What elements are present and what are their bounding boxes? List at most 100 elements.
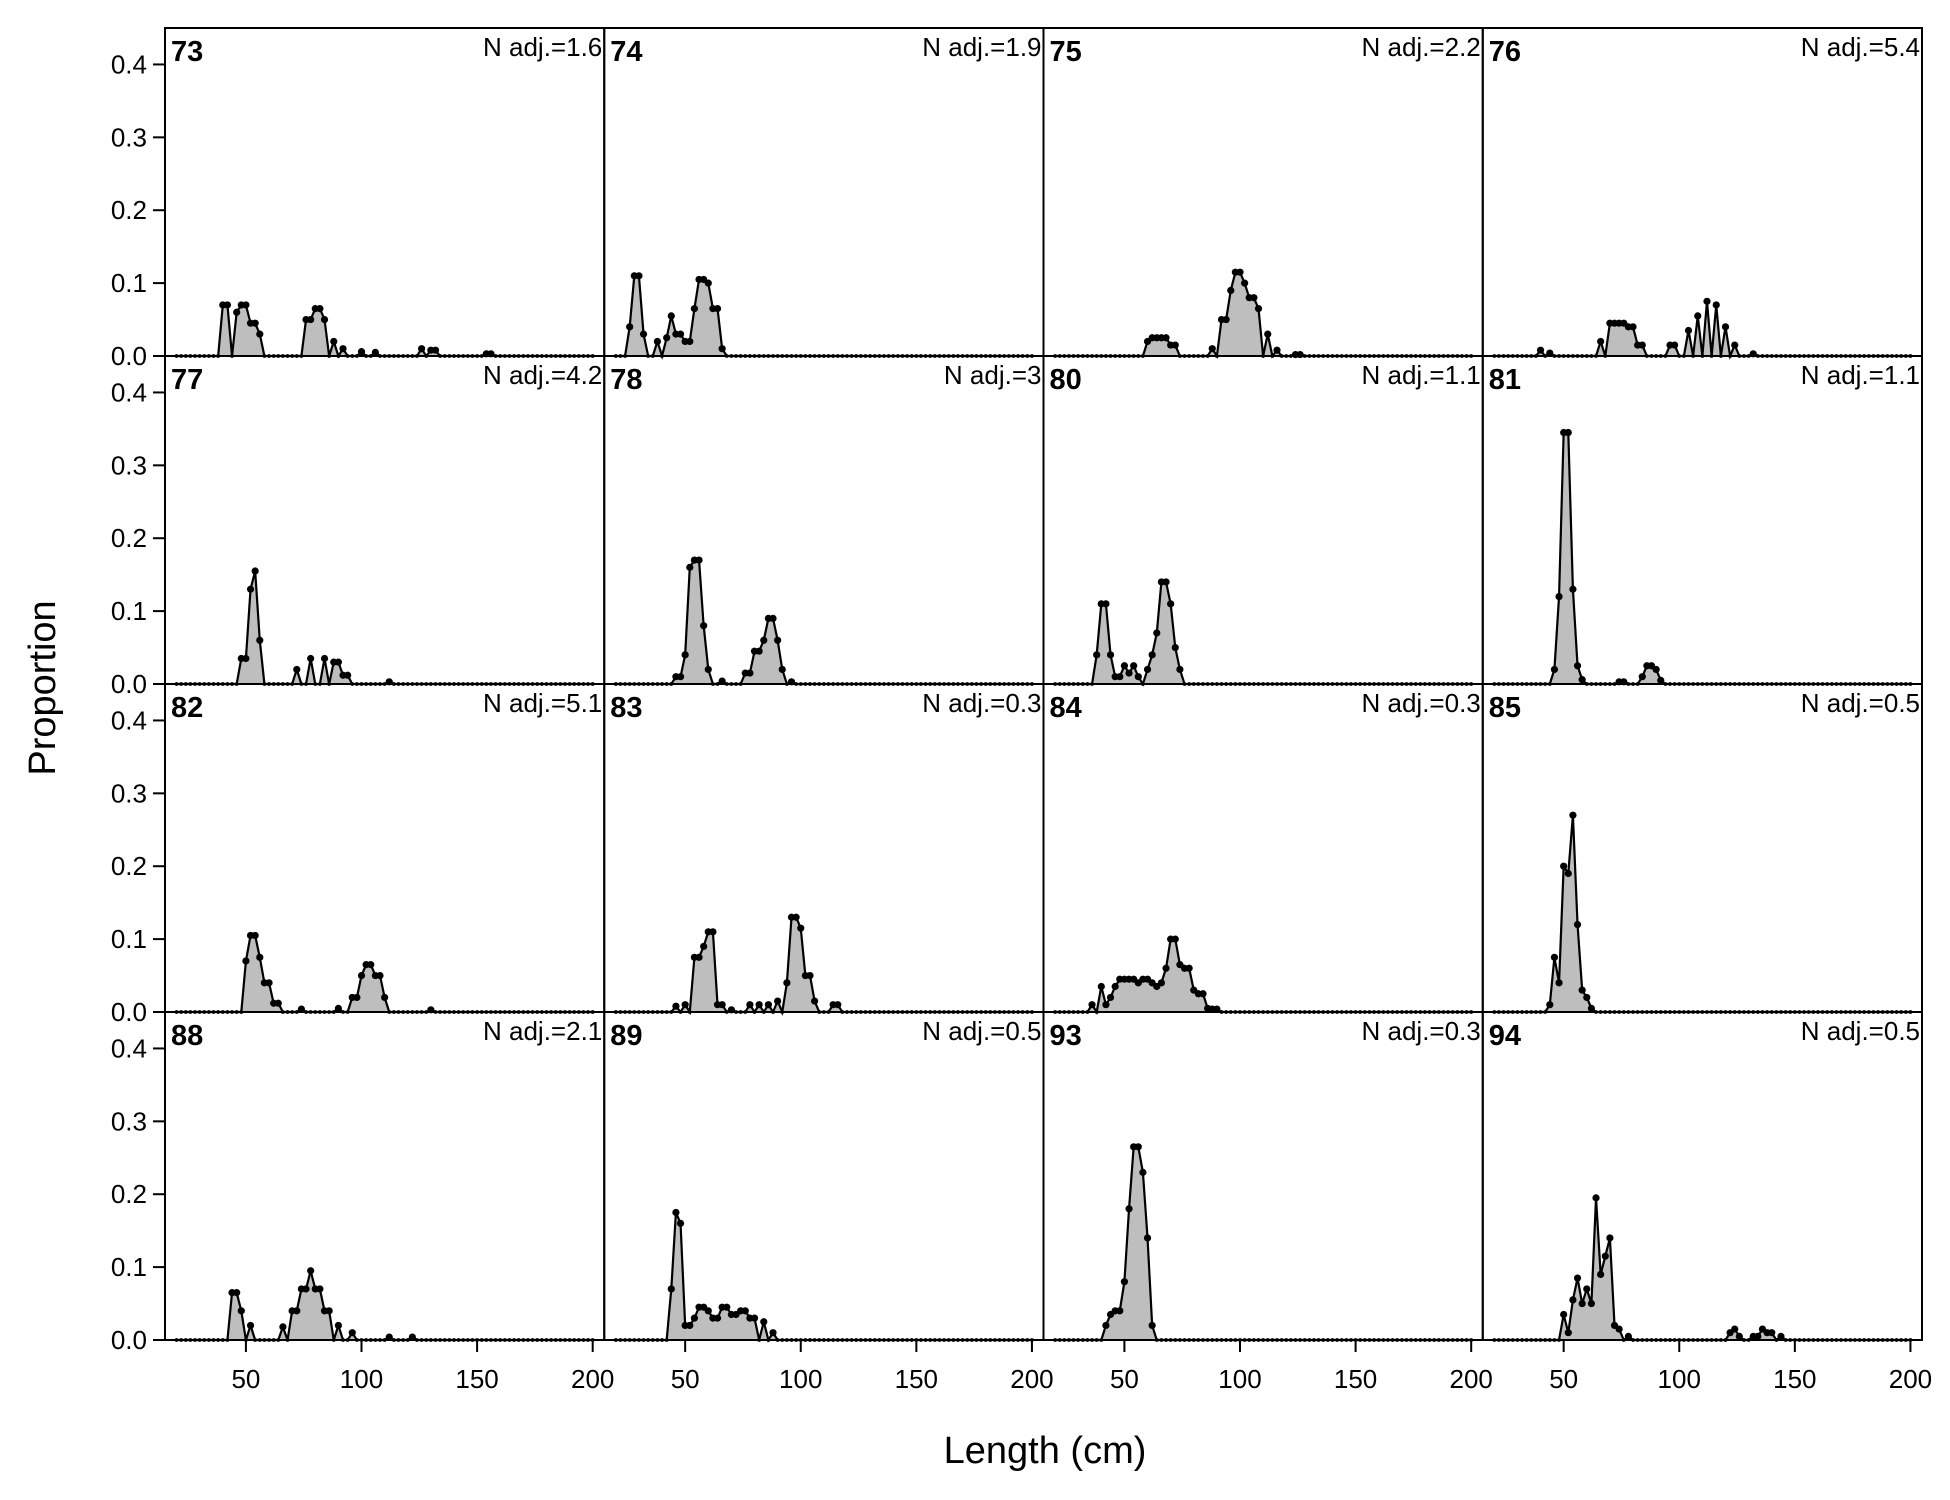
data-point (695, 953, 703, 961)
panel-label: 75 (1050, 36, 1082, 68)
data-point (1125, 669, 1133, 677)
series-line (615, 558, 1032, 686)
panel-label: 84 (1050, 692, 1082, 724)
data-point (316, 305, 324, 313)
data-point (302, 1285, 310, 1293)
data-point (713, 305, 722, 313)
series-area (1055, 939, 1472, 1012)
data-point (1587, 1299, 1596, 1308)
data-point (385, 1333, 393, 1341)
x-tick-label: 100 (1218, 1364, 1261, 1394)
y-tick-label: 0.4 (111, 1033, 147, 1063)
data-point (653, 337, 662, 346)
data-point (1125, 1205, 1133, 1213)
data-point (718, 345, 726, 353)
data-point (1250, 294, 1258, 302)
data-point (246, 1321, 255, 1330)
data-point (353, 993, 361, 1002)
data-point (1102, 1321, 1110, 1330)
data-point (1106, 651, 1115, 659)
series-area (1055, 581, 1472, 684)
data-point (1167, 600, 1175, 608)
data-point (686, 563, 694, 571)
data-point (1638, 341, 1646, 349)
data-point (357, 348, 366, 356)
data-point (1088, 1001, 1096, 1009)
data-point (246, 585, 255, 593)
data-point (1093, 651, 1101, 659)
data-point (1171, 935, 1179, 943)
data-point (1130, 662, 1138, 670)
data-point (700, 622, 708, 630)
y-tick-label: 0.1 (111, 596, 147, 626)
data-point (1555, 592, 1563, 601)
x-tick-label: 200 (571, 1364, 614, 1394)
data-point (750, 1314, 759, 1322)
data-point (1731, 341, 1739, 349)
data-point (764, 1001, 772, 1009)
data-point (242, 957, 250, 965)
data-point (806, 971, 814, 980)
data-point (667, 312, 675, 320)
data-point (1236, 268, 1244, 276)
panel-75: 75 N adj.=2.2 (1042, 27, 1484, 360)
x-tick-label: 200 (1449, 1364, 1492, 1394)
data-point (1573, 920, 1582, 929)
data-point (418, 345, 426, 353)
data-point (783, 979, 791, 987)
y-tick-label: 0.4 (111, 49, 147, 79)
data-point (1606, 1234, 1614, 1242)
data-point (1578, 986, 1586, 994)
data-point (1171, 643, 1179, 652)
x-tick-label: 100 (779, 1364, 822, 1394)
data-point (325, 1307, 333, 1315)
data-point (1185, 964, 1193, 972)
panel-label: 78 (610, 364, 642, 396)
data-point (1143, 1234, 1152, 1242)
data-point (769, 1329, 777, 1337)
data-point (626, 323, 634, 331)
data-point (1148, 1321, 1156, 1330)
n-adj-label: N adj.=5.1 (483, 688, 602, 718)
data-point (1597, 337, 1605, 346)
panel-label: 73 (171, 36, 203, 68)
panel-label: 83 (610, 692, 642, 724)
data-point (242, 301, 250, 309)
panels-group: 73 N adj.=1.6 0.0 0.1 0.2 0.3 0.4 77 N adj.=4.2 0… (111, 27, 1932, 1394)
data-point (293, 1307, 301, 1315)
data-point (1560, 1310, 1568, 1319)
data-point (297, 1005, 305, 1013)
data-point (1592, 1194, 1600, 1202)
x-tick-label: 50 (231, 1364, 260, 1394)
data-point (1208, 345, 1216, 353)
panel-frame (164, 683, 606, 1013)
data-point (1199, 990, 1207, 998)
y-tick-label: 0.1 (111, 924, 147, 954)
data-point (1629, 323, 1637, 331)
data-point (1153, 629, 1161, 637)
data-point (760, 636, 768, 644)
data-point (1657, 676, 1665, 684)
y-tick-label: 0.0 (111, 669, 147, 699)
data-point (1555, 979, 1563, 987)
panel-frame (1481, 683, 1923, 1013)
data-point (1583, 993, 1591, 1002)
data-point (316, 1285, 324, 1293)
panel-frame (164, 355, 606, 685)
n-adj-label: N adj.=3 (944, 360, 1042, 390)
data-point (381, 993, 389, 1002)
data-point (307, 315, 315, 324)
panel-label: 89 (610, 1020, 642, 1052)
data-point (704, 1307, 712, 1315)
series-area (615, 275, 1032, 356)
data-point (279, 1323, 287, 1331)
data-point (792, 913, 800, 921)
data-point (1587, 1004, 1596, 1012)
n-adj-label: N adj.=4.2 (483, 360, 602, 390)
panel-81: 81 N adj.=1.1 (1481, 355, 1923, 686)
panel-frame (1042, 683, 1484, 1013)
data-point (251, 319, 259, 327)
y-axis-title: Proportion (22, 600, 64, 775)
panel-frame (1481, 27, 1923, 357)
data-point (774, 636, 782, 644)
